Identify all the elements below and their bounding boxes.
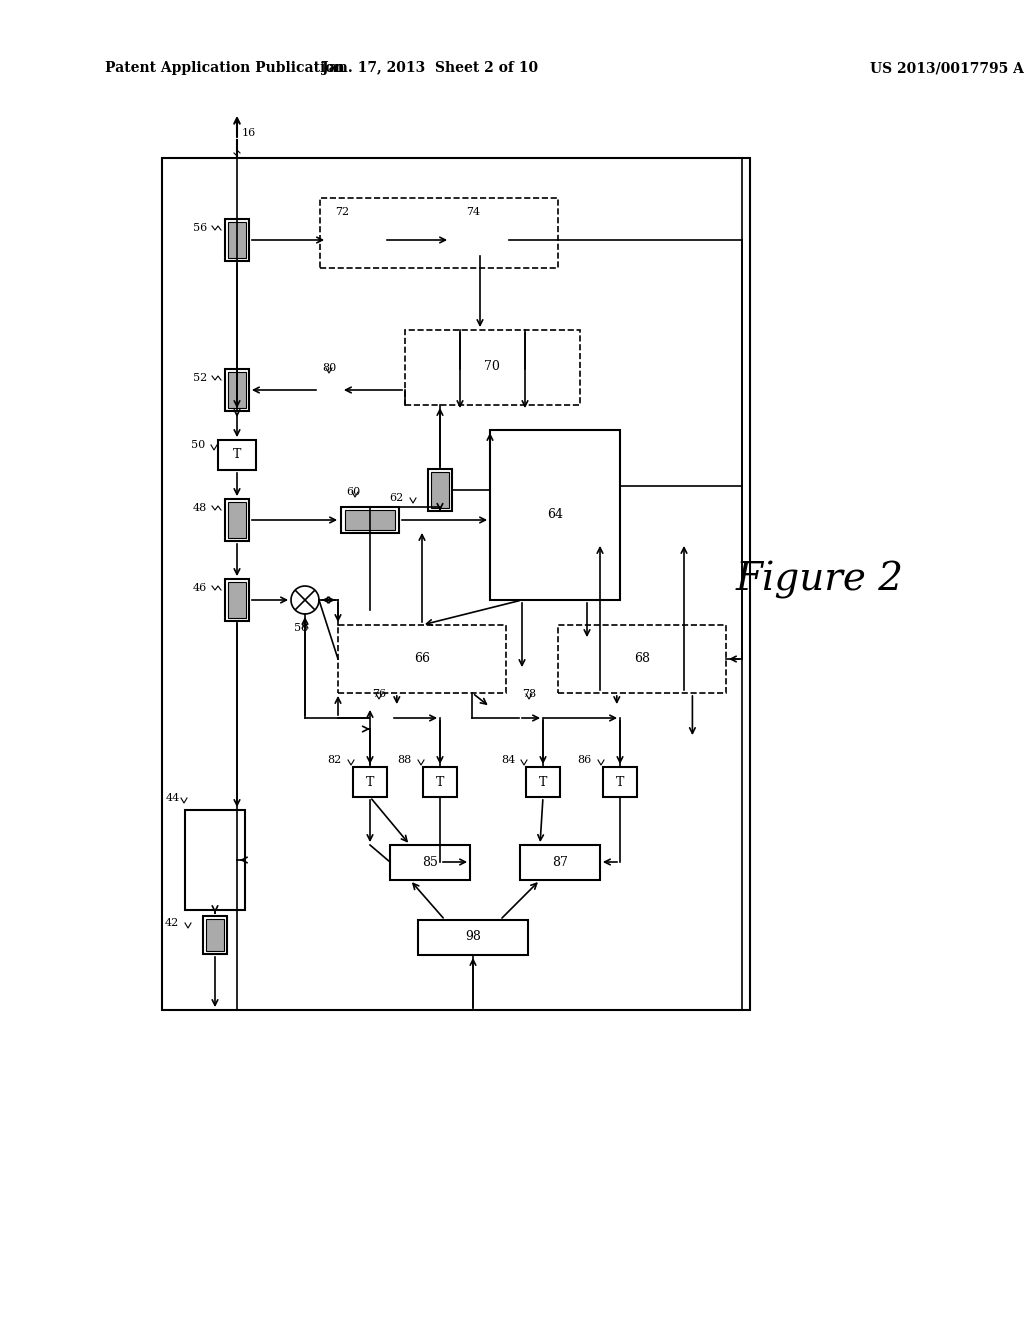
Bar — [423, 767, 457, 797]
Text: 62: 62 — [390, 492, 404, 503]
Text: Jan. 17, 2013  Sheet 2 of 10: Jan. 17, 2013 Sheet 2 of 10 — [322, 61, 538, 75]
Bar — [406, 330, 580, 405]
Text: 42: 42 — [165, 917, 179, 928]
Text: 56: 56 — [193, 223, 207, 234]
Text: 64: 64 — [547, 508, 563, 521]
Text: 82: 82 — [328, 755, 342, 766]
Text: 70: 70 — [484, 360, 500, 374]
Text: 88: 88 — [397, 755, 412, 766]
Text: Figure 2: Figure 2 — [736, 561, 904, 599]
Bar — [455, 230, 505, 249]
Bar — [228, 222, 246, 257]
Text: 68: 68 — [634, 652, 650, 665]
Bar — [319, 198, 558, 268]
Bar — [162, 158, 750, 1010]
Text: 52: 52 — [193, 374, 207, 383]
Bar — [353, 767, 387, 797]
Bar — [520, 845, 600, 880]
Bar — [206, 919, 224, 950]
Text: 50: 50 — [190, 440, 205, 450]
Bar — [225, 579, 249, 620]
Bar — [185, 810, 245, 909]
Bar — [490, 430, 620, 601]
Bar — [431, 473, 449, 508]
Text: 58: 58 — [294, 623, 308, 634]
Text: 76: 76 — [372, 689, 386, 700]
Text: 74: 74 — [466, 207, 480, 216]
Text: Patent Application Publication: Patent Application Publication — [105, 61, 345, 75]
Text: T: T — [615, 776, 625, 788]
Bar — [228, 502, 246, 539]
Bar — [345, 510, 395, 531]
Bar — [225, 499, 249, 541]
Polygon shape — [195, 880, 234, 900]
Text: 80: 80 — [322, 363, 336, 374]
Bar — [341, 507, 399, 533]
Text: 86: 86 — [578, 755, 592, 766]
Bar — [526, 767, 560, 797]
Bar — [203, 916, 227, 954]
Text: 78: 78 — [522, 689, 537, 700]
Bar — [451, 227, 509, 253]
Bar — [390, 845, 470, 880]
Bar — [338, 624, 506, 693]
Text: 72: 72 — [335, 207, 349, 216]
Text: 16: 16 — [242, 128, 256, 139]
Text: 85: 85 — [422, 855, 438, 869]
Bar — [225, 219, 249, 261]
Bar — [558, 624, 726, 693]
Text: 44: 44 — [166, 793, 180, 803]
Text: 46: 46 — [193, 583, 207, 593]
Text: T: T — [539, 776, 547, 788]
Text: T: T — [366, 776, 374, 788]
Bar — [225, 370, 249, 411]
Bar — [428, 469, 452, 511]
Text: 84: 84 — [501, 755, 515, 766]
Bar — [218, 440, 256, 470]
Text: T: T — [436, 776, 444, 788]
Bar — [326, 227, 384, 253]
Text: 87: 87 — [552, 855, 568, 869]
Polygon shape — [195, 845, 234, 865]
Bar — [603, 767, 637, 797]
Text: 48: 48 — [193, 503, 207, 513]
Bar — [418, 920, 528, 954]
Text: 66: 66 — [414, 652, 430, 665]
Text: 98: 98 — [465, 931, 481, 944]
Bar — [228, 372, 246, 408]
Text: 60: 60 — [346, 487, 360, 498]
Bar — [330, 230, 380, 249]
Text: T: T — [232, 449, 242, 462]
Bar — [228, 582, 246, 618]
Text: US 2013/0017795 A1: US 2013/0017795 A1 — [870, 61, 1024, 75]
